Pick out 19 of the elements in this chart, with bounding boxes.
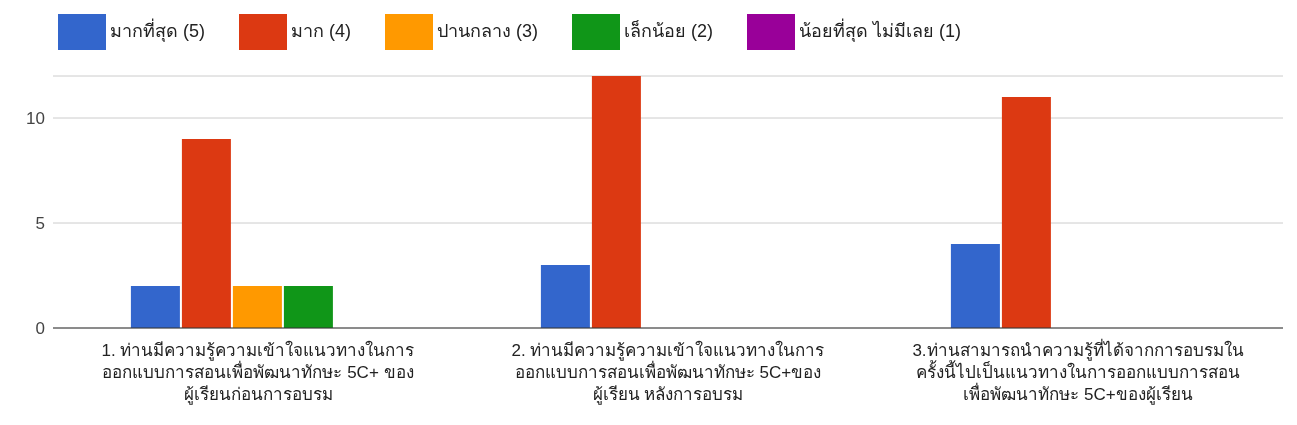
bar [591, 76, 641, 328]
bar [540, 265, 590, 328]
legend-label: มาก (4) [291, 20, 351, 41]
x-tick-label: 2. ท่านมีความรู้ความเข้าใจแนวทางในการ ออกแบบการสอนเพื่อพัฒนาทักษะ 5C+ของ ผู้เรียน หลังการอบรม [511, 340, 825, 405]
legend-label: เล็กน้อย (2) [624, 20, 713, 41]
y-tick-label: 10 [26, 109, 45, 129]
x-tick-label: 1. ท่านมีความรู้ความเข้าใจแนวทางในการ ออกแบบการสอนเพื่อพัฒนาทักษะ 5C+ ของ ผู้เรียนก่อนการอบรม [101, 340, 415, 405]
bar [1001, 97, 1051, 328]
legend-label: ปานกลาง (3) [437, 20, 538, 41]
x-tick-label: 3.ท่านสามารถนำความรู้ที่ได้จากการอบรมใน ครั้งนี้ไปเป็นแนวทางในการออกแบบการสอน เพื่อพัฒนาทักษะ 5C+ของผู้เรียน [912, 338, 1244, 405]
y-tick-label: 5 [35, 214, 45, 234]
legend-label: น้อยที่สุด ไม่มีเลย (1) [799, 20, 962, 41]
bar [232, 286, 282, 328]
y-tick-label: 0 [35, 319, 45, 339]
bar [181, 139, 231, 328]
bar [283, 286, 333, 328]
bar [950, 244, 1000, 328]
bar [130, 286, 180, 328]
legend-label: มากที่สุด (5) [110, 20, 205, 41]
